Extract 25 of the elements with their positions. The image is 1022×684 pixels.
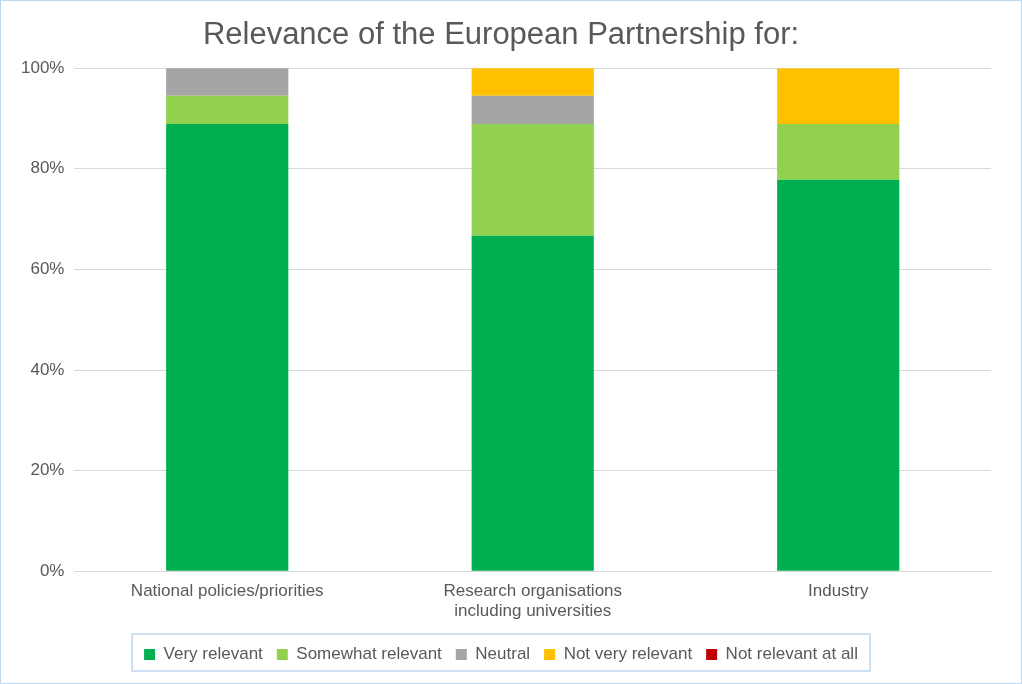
bar	[166, 68, 289, 96]
bar	[471, 235, 594, 571]
x-tick-label: Research organisations including universities	[443, 581, 623, 621]
bar	[777, 179, 900, 571]
x-tick-label: Industry	[808, 581, 869, 601]
legend-label: Neutral	[475, 644, 531, 664]
legend-label: Somewhat relevant	[296, 644, 443, 664]
y-tick-label: 60%	[30, 259, 65, 279]
y-tick-label: 20%	[30, 460, 65, 480]
y-tick-label: 40%	[30, 359, 65, 379]
legend-label: Not relevant at all	[725, 644, 858, 664]
y-tick-label: 100%	[21, 57, 65, 77]
bar	[471, 95, 594, 125]
bar	[166, 95, 289, 125]
x-tick-label: National policies/priorities	[130, 581, 324, 601]
y-tick-label: 0%	[39, 560, 65, 580]
legend-label: Very relevant	[163, 644, 264, 664]
bar	[777, 68, 900, 125]
bar	[777, 124, 900, 180]
legend-label: Not very relevant	[563, 644, 693, 664]
bar	[471, 68, 594, 96]
bar	[471, 124, 594, 236]
bar	[166, 124, 289, 571]
y-tick-label: 80%	[30, 158, 65, 178]
chart-title: Relevance of the European Partnership for:	[202, 16, 800, 52]
